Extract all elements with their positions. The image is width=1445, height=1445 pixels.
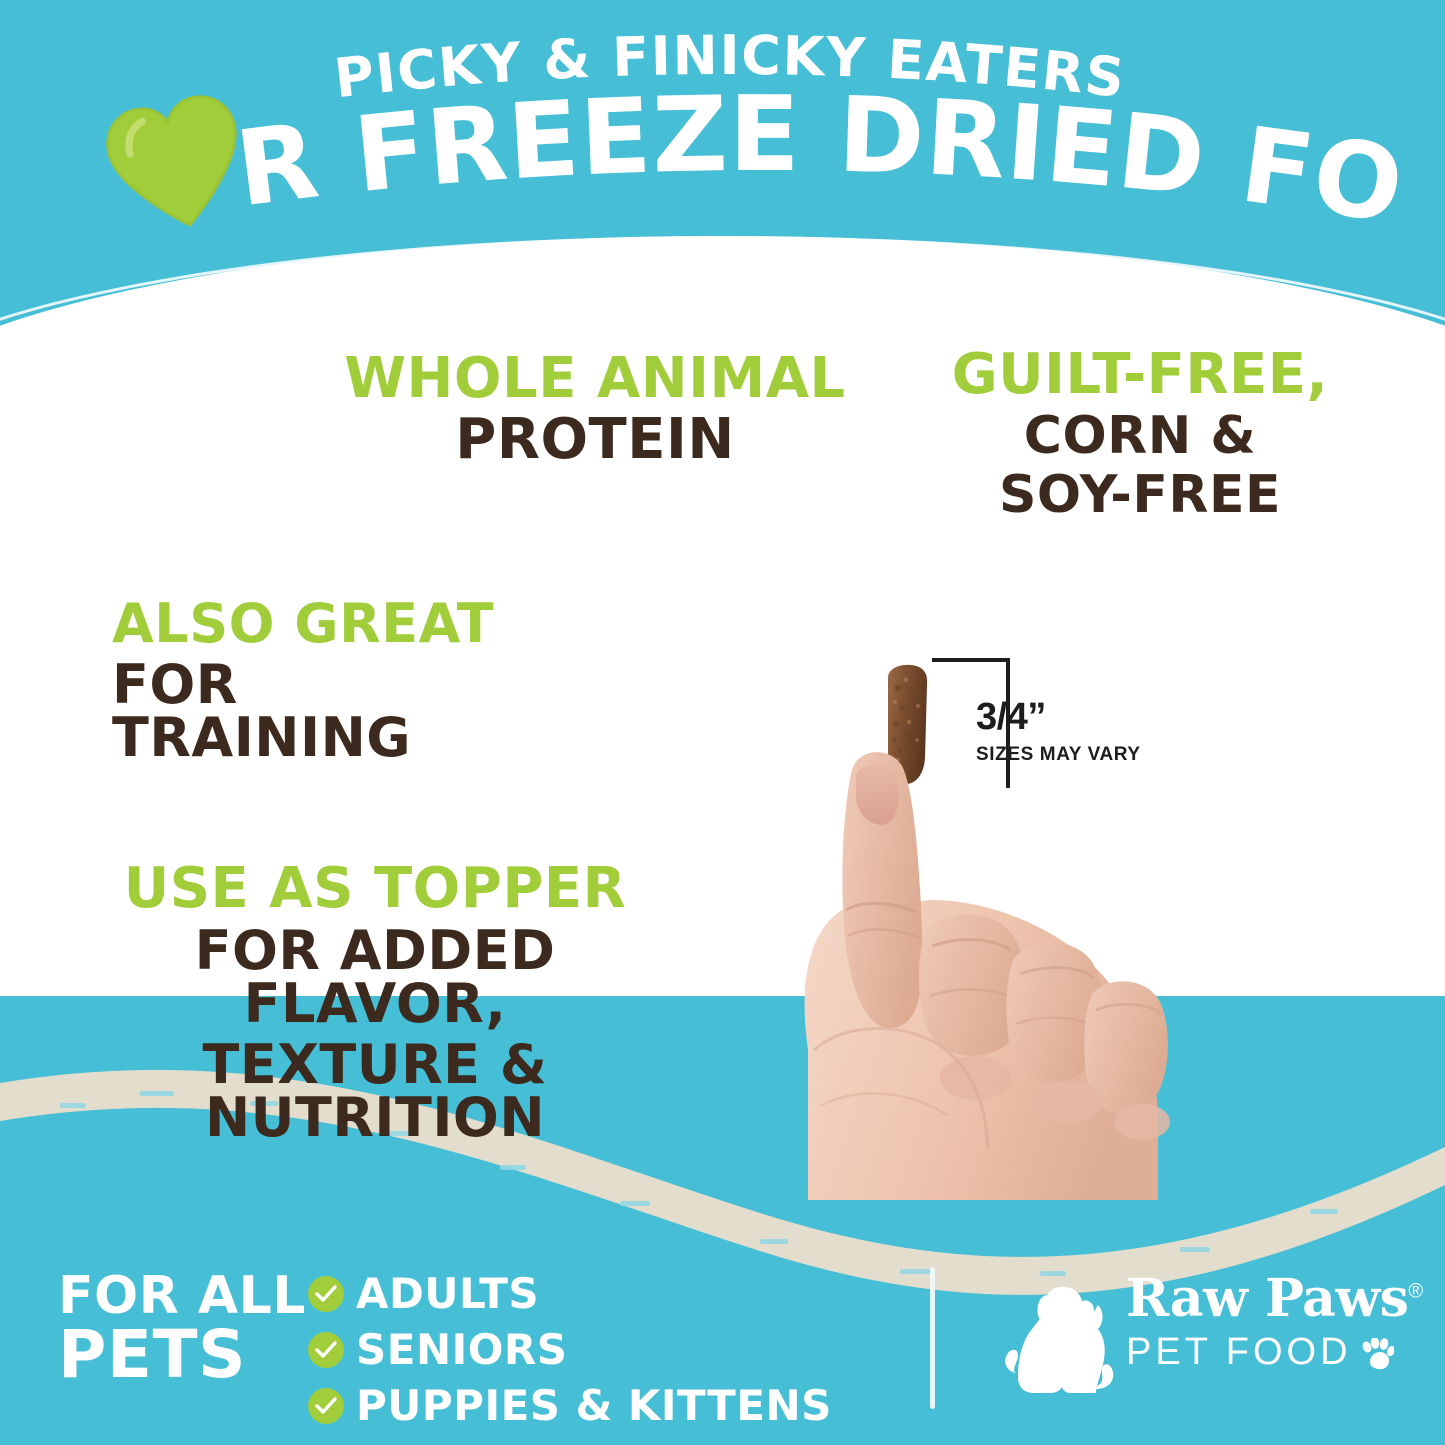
measurement-bracket-icon: [932, 658, 1010, 788]
heart-icon: [106, 95, 237, 227]
logo-brand-name: Raw Paws®: [1126, 1268, 1423, 1329]
white-content-sheet: [0, 236, 1445, 996]
size-callout: 3/4” SIZES MAY VARY: [780, 640, 1200, 1200]
feature-subline: FOR ADDED FLAVOR,: [194, 918, 556, 1035]
size-measurement: 3/4”: [976, 696, 1046, 738]
for-all-line-1: FOR ALL: [58, 1266, 306, 1326]
check-circle-icon: [308, 1332, 344, 1368]
for-all-pets-title: FOR ALL PETS: [58, 1266, 306, 1393]
pet-type-list: ADULTS SENIORS PUPPIES & KITTENS: [308, 1269, 868, 1437]
bracket-top-tick: [932, 658, 1010, 662]
header-headline: OUR FREEZE DRIED FOOD: [210, 88, 1411, 247]
paw-print-icon: [1362, 1337, 1394, 1370]
check-circle-icon: [308, 1388, 344, 1424]
feature-also-great-for-training: ALSO GREAT FOR TRAINING: [112, 592, 542, 769]
header-kicker: PICKY & FINICKY EATERS: [331, 28, 1127, 110]
feature-subline: FOR TRAINING: [112, 652, 412, 769]
feature-use-as-topper: USE AS TOPPER FOR ADDED FLAVOR, TEXTURE …: [60, 856, 690, 1149]
header-headline-text: OUR FREEZE DRIED FOOD: [210, 88, 1411, 247]
hand-holding-treat-photo: [804, 752, 1170, 1200]
registered-mark: ®: [1408, 1280, 1423, 1303]
footer: FOR ALL PETS ADULTS SENIORS: [0, 1235, 1445, 1445]
feature-subline: TEXTURE & NUTRITION: [202, 1032, 548, 1149]
list-item: SENIORS: [308, 1325, 868, 1375]
feature-subline: SOY-FREE: [998, 464, 1281, 525]
feature-guilt-free: GUILT-FREE, CORN & SOY-FREE: [930, 342, 1350, 525]
logo-tagline: PET FOOD: [1126, 1331, 1426, 1374]
feature-whole-animal-protein: WHOLE ANIMAL PROTEIN: [340, 346, 850, 472]
for-all-line-2: PETS: [58, 1315, 247, 1393]
feature-headline: WHOLE ANIMAL: [344, 346, 846, 411]
pet-type-label: PUPPIES & KITTENS: [356, 1381, 832, 1430]
header: PICKY & FINICKY EATERS OUR FREEZE DRIED …: [0, 0, 1445, 250]
feature-headline: USE AS TOPPER: [123, 856, 627, 921]
dog-cat-silhouette-logo: [1005, 1286, 1114, 1393]
list-item: ADULTS: [308, 1269, 868, 1319]
feature-subline: PROTEIN: [455, 406, 735, 472]
logo-wordmark: Raw Paws® PET FOOD: [1126, 1273, 1426, 1374]
list-item: PUPPIES & KITTENS: [308, 1381, 868, 1431]
size-label-group: 3/4” SIZES MAY VARY: [976, 698, 1141, 766]
feature-headline: ALSO GREAT: [112, 592, 495, 655]
feature-headline: GUILT-FREE,: [951, 342, 1329, 407]
feature-subline: CORN &: [1023, 405, 1257, 466]
svg-text:OUR FREEZE DRIED FOOD: OUR FREEZE DRIED FOOD: [210, 88, 1411, 247]
footer-divider: [930, 1267, 935, 1409]
size-disclaimer: SIZES MAY VARY: [976, 744, 1141, 765]
check-circle-icon: [308, 1276, 344, 1312]
pet-type-label: ADULTS: [356, 1269, 540, 1318]
bracket-vertical-rule: [1006, 658, 1010, 788]
pet-type-label: SENIORS: [356, 1325, 568, 1374]
brand-logo: Raw Paws® PET FOOD: [1000, 1271, 1423, 1411]
